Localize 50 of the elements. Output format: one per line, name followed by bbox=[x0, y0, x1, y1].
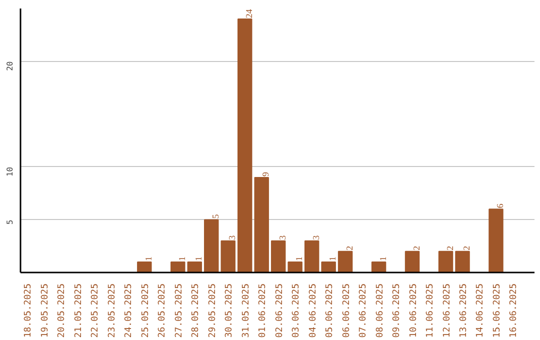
y-tick-label: 5 bbox=[6, 220, 14, 225]
x-tick-label: 18.05.2025 bbox=[24, 283, 34, 338]
y-tick-label: 10 bbox=[6, 166, 14, 177]
x-tick-label: 25.05.2025 bbox=[140, 283, 151, 338]
data-label: 2 bbox=[444, 246, 455, 250]
data-label: 2 bbox=[462, 246, 472, 250]
x-tick-label: 13.06.2025 bbox=[459, 283, 470, 338]
x-tick-label: 21.05.2025 bbox=[74, 283, 84, 338]
data-label: 24 bbox=[244, 8, 254, 18]
x-tick-label: 02.06.2025 bbox=[274, 283, 285, 338]
x-tick-label: 09.06.2025 bbox=[392, 283, 402, 338]
data-label: 1 bbox=[378, 256, 388, 261]
data-label: 2 bbox=[344, 246, 354, 250]
x-tick-label: 01.06.2025 bbox=[258, 283, 268, 338]
data-label: 1 bbox=[328, 256, 338, 261]
x-tick-label: 10.06.2025 bbox=[408, 283, 419, 338]
x-tick-label: 20.05.2025 bbox=[57, 283, 68, 338]
data-label: 3 bbox=[277, 234, 288, 240]
x-tick-label: 08.06.2025 bbox=[375, 283, 386, 338]
x-tick-label: 31.05.2025 bbox=[241, 283, 252, 338]
x-tick-label: 28.05.2025 bbox=[191, 283, 202, 338]
data-label: 2 bbox=[411, 246, 422, 250]
x-tick-label: 05.06.2025 bbox=[325, 283, 336, 338]
x-tick-label: 27.05.2025 bbox=[174, 283, 184, 338]
x-tick-label: 14.06.2025 bbox=[476, 283, 486, 338]
data-label: 3 bbox=[310, 234, 321, 240]
data-label: 3 bbox=[227, 234, 238, 240]
data-label: 9 bbox=[260, 171, 271, 176]
data-label: 1 bbox=[143, 256, 154, 261]
x-tick-label: 11.06.2025 bbox=[426, 283, 436, 338]
data-label: 5 bbox=[210, 214, 220, 219]
x-tick-label: 29.05.2025 bbox=[208, 283, 218, 338]
data-label: 6 bbox=[494, 203, 505, 208]
x-tick-label: 06.06.2025 bbox=[342, 283, 352, 338]
y-tick-label: 20 bbox=[6, 61, 14, 71]
data-label: 1 bbox=[194, 256, 204, 261]
x-tick-label: 22.05.2025 bbox=[90, 283, 101, 338]
x-tick-label: 12.06.2025 bbox=[442, 283, 452, 338]
x-tick-label: 15.06.2025 bbox=[492, 283, 502, 338]
x-tick-label: 04.06.2025 bbox=[308, 283, 318, 338]
x-tick-label: 03.06.2025 bbox=[292, 283, 302, 338]
x-tick-label: 07.06.2025 bbox=[358, 283, 369, 338]
data-label: 1 bbox=[176, 256, 187, 261]
data-label: 1 bbox=[294, 256, 304, 261]
x-tick-label: 16.06.2025 bbox=[509, 283, 520, 338]
x-tick-label: 23.05.2025 bbox=[107, 283, 118, 338]
x-tick-label: 30.05.2025 bbox=[224, 283, 235, 338]
x-tick-label: 26.05.2025 bbox=[158, 283, 168, 338]
x-tick-label: 19.05.2025 bbox=[40, 283, 50, 338]
x-tick-label: 24.05.2025 bbox=[124, 283, 134, 338]
